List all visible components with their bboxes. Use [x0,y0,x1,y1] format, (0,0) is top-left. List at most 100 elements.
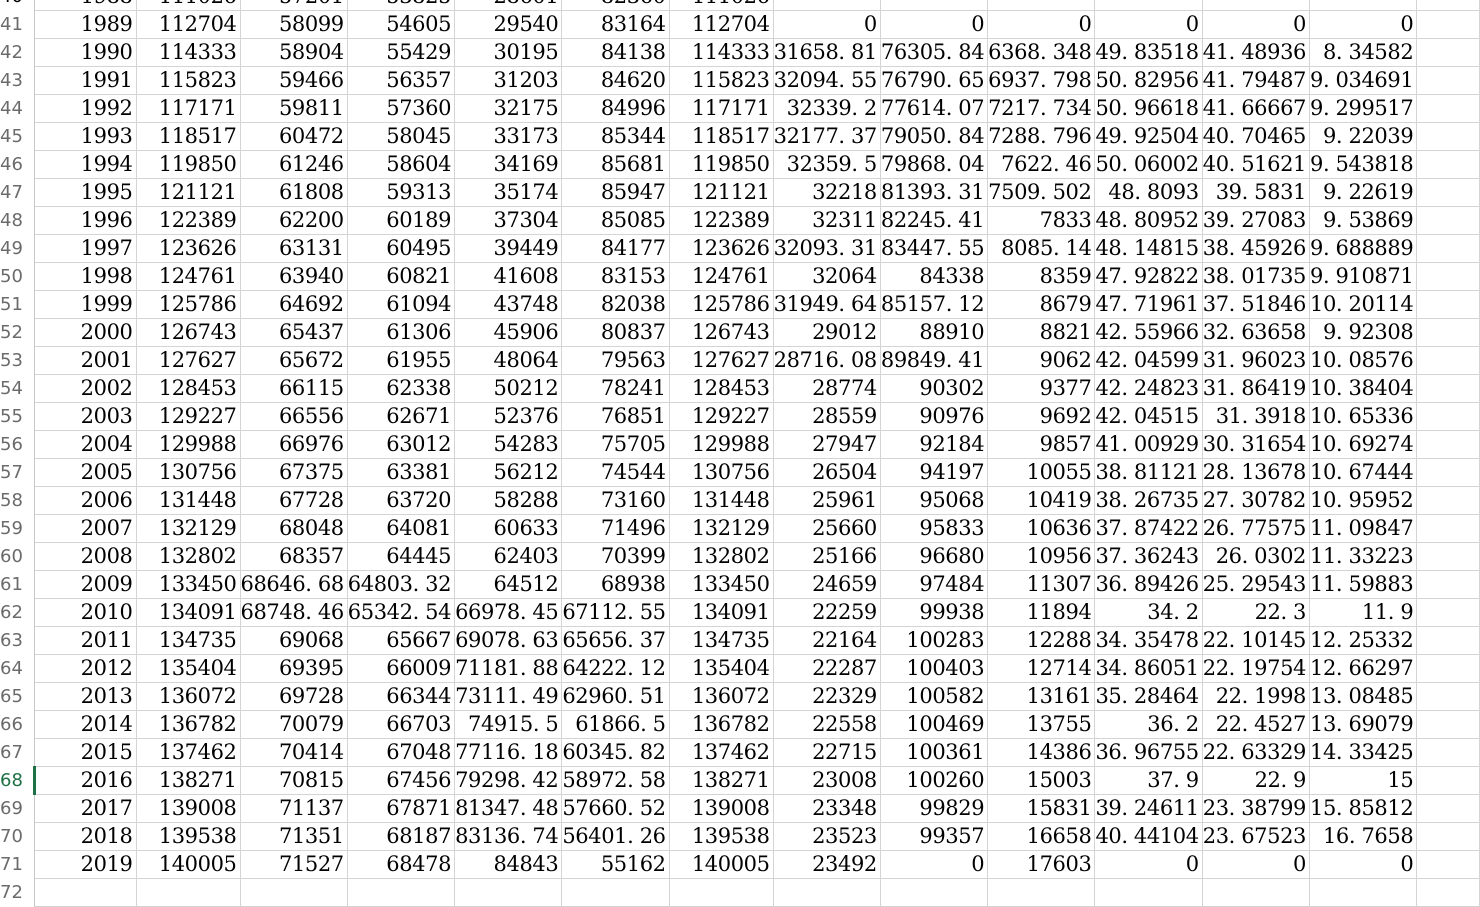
row-header[interactable]: 68 [0,766,36,795]
cell[interactable]: 58099 [239,10,348,39]
cell[interactable]: 14. 33425 [1309,738,1418,767]
cell[interactable]: 84177 [561,234,670,263]
cell[interactable]: 48064 [454,346,563,375]
cell[interactable]: 74544 [561,458,670,487]
cell[interactable]: 81347. 48 [454,794,563,823]
cell[interactable]: 79050. 84 [879,122,989,151]
cell[interactable]: 11. 09847 [1309,514,1418,543]
cell[interactable]: 49. 83518 [1094,38,1203,67]
cell[interactable]: 22. 10145 [1201,626,1311,655]
cell[interactable]: 50. 82956 [1094,66,1203,95]
cell[interactable]: 22. 4527 [1201,710,1311,739]
row-header[interactable]: 64 [0,654,35,683]
cell[interactable]: 56212 [454,458,563,487]
cell[interactable]: 68938 [561,570,670,599]
cell[interactable]: 82038 [561,290,670,319]
cell[interactable]: 11894 [987,598,1096,627]
cell[interactable]: 9. 688889 [1309,234,1418,263]
cell[interactable]: 81393. 31 [879,178,989,207]
cell[interactable]: 28774 [772,374,881,403]
cell[interactable]: 34. 86051 [1094,654,1203,683]
cell[interactable]: 1996 [33,206,137,235]
cell[interactable]: 48. 14815 [1094,234,1203,263]
cell[interactable]: 57201 [239,0,348,11]
cell[interactable]: 130756 [135,458,241,487]
cell[interactable]: 39. 27083 [1201,206,1311,235]
cell[interactable]: 62338 [346,374,456,403]
cell[interactable]: 15831 [987,794,1096,823]
cell[interactable]: 31. 96023 [1201,346,1311,375]
cell[interactable]: 123626 [668,234,774,263]
cell[interactable]: 31. 3918 [1201,402,1311,431]
cell[interactable]: 61246 [239,150,348,179]
cell[interactable] [1416,374,1480,403]
cell[interactable]: 2003 [33,402,137,431]
cell[interactable]: 66703 [346,710,456,739]
cell[interactable]: 133450 [668,570,774,599]
cell[interactable]: 7833 [987,206,1096,235]
cell[interactable]: 63012 [346,430,456,459]
cell[interactable]: 1999 [33,290,137,319]
cell[interactable]: 40. 70465 [1201,122,1311,151]
cell[interactable]: 0 [772,10,881,39]
cell[interactable]: 12714 [987,654,1096,683]
cell[interactable] [33,878,137,907]
cell[interactable]: 121121 [668,178,774,207]
row-header[interactable]: 63 [0,626,35,655]
row-header[interactable]: 58 [0,486,35,515]
cell[interactable]: 58045 [346,122,456,151]
cell[interactable] [1416,0,1480,11]
cell[interactable]: 117171 [135,94,241,123]
row-header[interactable]: 47 [0,178,35,207]
cell[interactable]: 2002 [33,374,137,403]
cell[interactable] [1416,150,1480,179]
cell[interactable]: 70815 [239,766,348,795]
cell[interactable]: 2001 [33,346,137,375]
cell[interactable]: 67456 [346,766,456,795]
cell[interactable] [1416,878,1480,907]
cell[interactable]: 42. 04599 [1094,346,1203,375]
cell[interactable]: 11. 59883 [1309,570,1418,599]
row-header[interactable]: 48 [0,206,35,235]
cell[interactable]: 90976 [879,402,989,431]
cell[interactable]: 1990 [33,38,137,67]
cell[interactable]: 134735 [668,626,774,655]
cell[interactable]: 69395 [239,654,348,683]
cell[interactable]: 32. 63658 [1201,318,1311,347]
cell[interactable]: 30195 [454,38,563,67]
cell[interactable]: 2014 [33,710,137,739]
row-header[interactable]: 59 [0,514,35,543]
cell[interactable]: 78241 [561,374,670,403]
cell[interactable] [1416,430,1480,459]
cell[interactable]: 2018 [33,822,137,851]
cell[interactable]: 31203 [454,66,563,95]
cell[interactable]: 2009 [33,570,137,599]
cell[interactable]: 68357 [239,542,348,571]
cell[interactable]: 77116. 18 [454,738,563,767]
cell[interactable]: 7288. 796 [987,122,1096,151]
cell[interactable]: 43748 [454,290,563,319]
cell[interactable]: 6368. 348 [987,38,1096,67]
cell[interactable]: 35. 28464 [1094,682,1203,711]
cell[interactable]: 127627 [668,346,774,375]
cell[interactable]: 59466 [239,66,348,95]
cell[interactable]: 64512 [454,570,563,599]
cell[interactable]: 63131 [239,234,348,263]
cell[interactable]: 1995 [33,178,137,207]
cell[interactable]: 71496 [561,514,670,543]
cell[interactable] [1094,0,1203,11]
cell[interactable]: 96680 [879,542,989,571]
cell[interactable]: 111026 [135,0,241,11]
cell[interactable]: 2008 [33,542,137,571]
cell[interactable]: 83164 [561,10,670,39]
cell[interactable]: 34169 [454,150,563,179]
cell[interactable]: 32064 [772,262,881,291]
cell[interactable]: 37. 36243 [1094,542,1203,571]
cell[interactable]: 62960. 51 [561,682,670,711]
cell[interactable]: 12. 66297 [1309,654,1418,683]
cell[interactable]: 67048 [346,738,456,767]
cell[interactable]: 85947 [561,178,670,207]
cell[interactable]: 39. 24611 [1094,794,1203,823]
cell[interactable]: 56401. 26 [561,822,670,851]
cell[interactable]: 38. 26735 [1094,486,1203,515]
